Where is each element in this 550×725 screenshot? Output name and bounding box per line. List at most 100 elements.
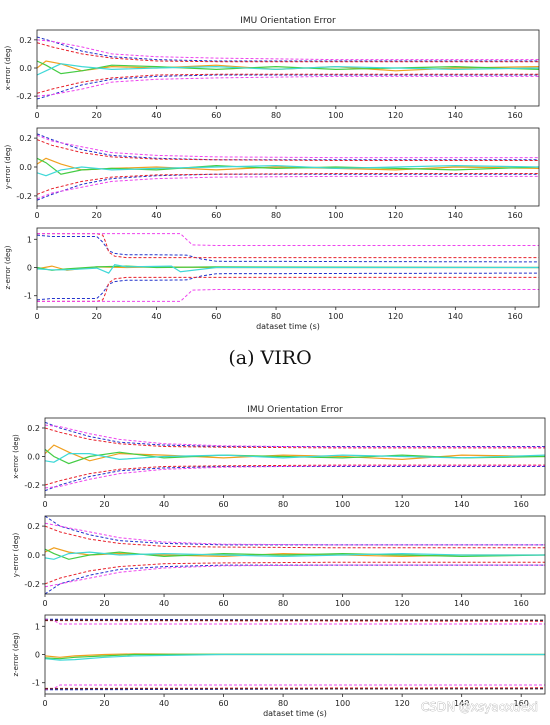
envelope-magenta-upper [45,522,545,546]
figure-b: IMU Orientation Error [247,405,343,415]
y-tick-label: 1 [35,622,40,631]
y-tick-label: 0.0 [27,453,40,462]
envelope-blue-upper [37,234,539,263]
x-tick-label: 80 [271,312,281,321]
estimate-orange [37,157,539,171]
x-tick-label: 0 [34,111,39,120]
x-tick-label: 80 [278,599,288,608]
envelope-red-upper [45,620,545,622]
x-tick-label: 80 [278,699,288,708]
y-axis-label: z-error (deg) [12,632,20,676]
x-axis-label: dataset time (s) [256,322,320,331]
x-tick-label: 40 [159,699,169,708]
y-tick-label: -0.2 [16,192,32,201]
x-tick-label: 140 [448,211,463,220]
x-tick-label: 100 [335,599,350,608]
envelope-red-lower [45,561,545,585]
estimate-cyan [45,551,545,560]
x-tick-label: 0 [34,211,39,220]
fig1-subplot-1: 0 20 40 60 80 100 120 140 160 -0.2 0.0 0.2 y-error (… [12,515,546,608]
x-tick-label: 80 [278,500,288,509]
envelope-red-upper [45,427,545,449]
x-tick-label: 20 [99,500,109,509]
x-tick-label: 160 [507,312,522,321]
x-tick-label: 100 [328,211,343,220]
y-axis-label: y-error (deg) [4,145,12,190]
y-tick-label: 0.0 [19,64,32,73]
x-tick-label: 0 [42,599,47,608]
envelope-magenta-lower [45,564,545,588]
estimate-cyan [37,264,539,274]
x-tick-label: 0 [34,312,39,321]
y-tick-label: -1 [32,679,40,688]
fig1-subplot-0: 0 20 40 60 80 100 120 140 160 -0.2 0.0 0.2 x-error (… [12,417,546,509]
estimate-green [45,548,545,560]
x-tick-label: 40 [159,500,169,509]
envelope-blue-upper [45,516,545,546]
x-tick-label: 20 [92,111,102,120]
x-tick-label: 20 [99,699,109,708]
series-layer [37,133,539,201]
x-tick-label: 60 [211,312,221,321]
x-tick-label: 80 [271,211,281,220]
envelope-magenta-lower [37,289,539,302]
x-tick-label: 160 [514,699,529,708]
x-tick-label: 60 [211,111,221,120]
x-axis-label: dataset time (s) [263,709,327,718]
envelope-red-lower [37,73,539,94]
x-tick-label: 80 [271,111,281,120]
x-tick-label: 60 [218,500,228,509]
x-tick-label: 140 [448,111,463,120]
x-tick-label: 120 [395,599,410,608]
envelope-magenta-lower [37,175,539,200]
envelope-magenta-upper [45,618,545,625]
x-tick-label: 160 [514,500,529,509]
y-tick-label: 0.2 [19,134,32,143]
y-tick-label: 1 [27,235,32,244]
x-tick-label: 120 [395,699,410,708]
x-tick-label: 160 [507,111,522,120]
x-tick-label: 140 [454,699,469,708]
plot-layer: 0 20 40 60 80 100 120 140 160-0.20.00.2x-error (… [4,29,546,718]
envelope-magenta-lower [45,465,545,489]
x-tick-label: 40 [151,312,161,321]
x-tick-label: 120 [388,111,403,120]
watermark: CSDN @xsyaoxuexi [421,700,538,714]
y-tick-label: 0 [35,651,40,660]
figure-a-caption: (a) VIRO [228,347,311,369]
fig0-subplot-1: 0 20 40 60 80 100 120 140 160 -0.2 0.0 0.2 y-error (… [4,127,540,220]
envelope-red-lower [37,173,539,195]
x-tick-label: 20 [99,599,109,608]
x-tick-label: 120 [395,500,410,509]
envelope-blue-upper [37,36,539,62]
envelope-red-upper [37,42,539,63]
x-tick-label: 140 [454,599,469,608]
x-tick-label: 60 [218,599,228,608]
fig0-subplot-2: 0 20 40 60 80 100 120 140 160 -1 0 1 z-error (deg) da… [4,227,540,331]
x-tick-label: 100 [328,312,343,321]
estimate-cyan [37,63,539,76]
y-tick-label: 0 [27,264,32,273]
estimate-orange [45,547,545,558]
y-tick-label: -0.2 [16,92,32,101]
estimate-orange [37,60,539,72]
envelope-red-lower [37,276,539,302]
envelope-magenta-upper [37,39,539,61]
y-tick-label: -0.2 [24,481,40,490]
y-axis-label: x-error (deg) [12,434,20,479]
y-tick-label: -0.2 [24,580,40,589]
envelope-red-lower [45,687,545,689]
x-tick-label: 140 [454,500,469,509]
y-tick-label: 0.2 [27,522,40,531]
estimate-green [45,448,545,465]
envelope-magenta-upper [37,233,539,246]
x-tick-label: 100 [335,699,350,708]
x-tick-label: 20 [92,211,102,220]
envelope-blue-lower [37,272,539,301]
estimate-cyan [45,453,545,463]
series-layer [45,421,545,492]
x-tick-label: 100 [335,500,350,509]
envelope-blue-lower [45,466,545,492]
series-layer [45,516,545,594]
y-axis-label: x-error (deg) [4,45,12,90]
